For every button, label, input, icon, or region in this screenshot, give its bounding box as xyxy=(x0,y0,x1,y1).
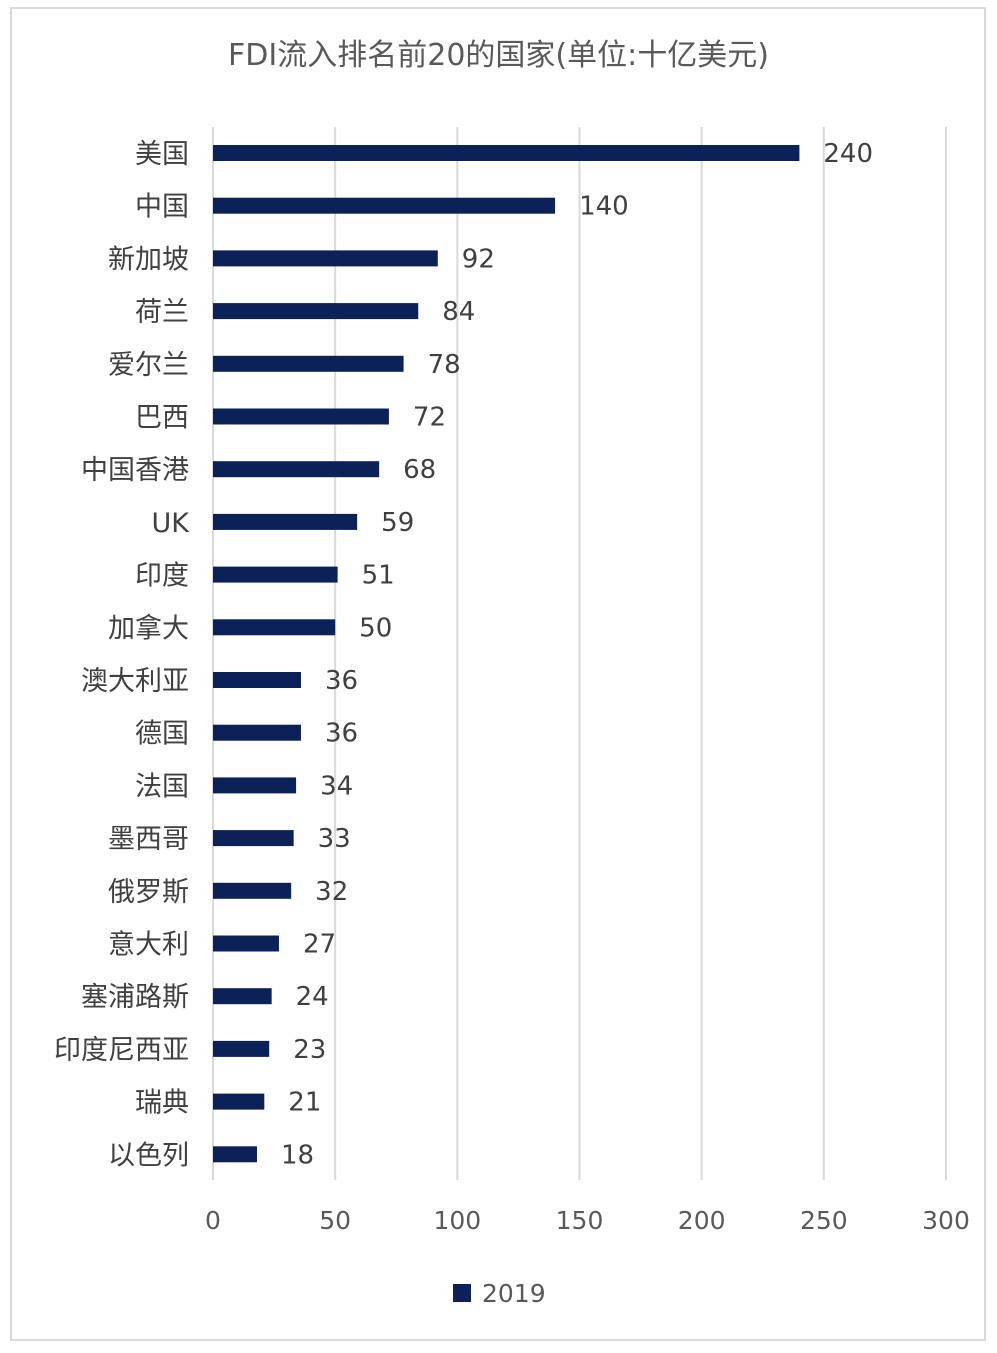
category-label: 加拿大 xyxy=(108,613,189,644)
bar xyxy=(213,145,800,161)
data-label: 140 xyxy=(579,192,629,222)
chart-title: FDI流入排名前20的国家(单位:十亿美元) xyxy=(228,38,769,73)
category-label: 法国 xyxy=(135,771,189,802)
bar xyxy=(213,830,294,847)
bar xyxy=(213,303,419,320)
x-tick-label: 200 xyxy=(678,1206,726,1235)
bar xyxy=(213,777,297,794)
bar xyxy=(213,619,336,636)
category-label: UK xyxy=(152,508,191,539)
category-label: 瑞典 xyxy=(135,1088,189,1119)
data-label: 240 xyxy=(823,139,873,169)
bar xyxy=(213,882,292,899)
bar xyxy=(213,197,556,214)
data-label: 24 xyxy=(296,982,329,1012)
category-label: 印度尼西亚 xyxy=(54,1035,189,1066)
bar xyxy=(213,1040,270,1057)
data-label: 36 xyxy=(325,666,358,696)
bar xyxy=(213,408,389,425)
category-label: 塞浦路斯 xyxy=(81,982,189,1013)
data-label: 34 xyxy=(320,771,353,801)
category-label: 中国香港 xyxy=(81,455,189,486)
data-label: 72 xyxy=(413,403,446,433)
x-tick-label: 150 xyxy=(556,1206,604,1235)
category-label: 爱尔兰 xyxy=(108,350,189,381)
bar xyxy=(213,672,301,688)
data-label: 50 xyxy=(359,613,392,643)
category-label: 意大利 xyxy=(108,930,189,961)
bar xyxy=(213,461,380,478)
data-label: 92 xyxy=(462,244,495,274)
bar xyxy=(213,724,301,741)
category-label: 印度 xyxy=(135,561,189,592)
bar xyxy=(213,250,438,267)
category-label: 荷兰 xyxy=(135,297,189,328)
bar xyxy=(213,1146,257,1163)
x-tick-label: 0 xyxy=(205,1206,221,1235)
bar xyxy=(213,988,272,1005)
x-tick-label: 100 xyxy=(433,1206,481,1235)
data-label: 78 xyxy=(428,350,461,380)
data-label: 36 xyxy=(325,719,358,749)
data-label: 68 xyxy=(403,455,436,485)
category-label: 德国 xyxy=(135,719,189,750)
data-label: 23 xyxy=(293,1035,326,1065)
legend-label: 2019 xyxy=(482,1279,546,1308)
data-label: 18 xyxy=(281,1140,314,1170)
x-tick-label: 50 xyxy=(319,1206,351,1235)
bar xyxy=(213,513,358,530)
bar xyxy=(213,935,279,952)
category-label: 以色列 xyxy=(108,1140,189,1171)
data-label: 21 xyxy=(288,1088,321,1118)
x-tick-label: 250 xyxy=(800,1206,848,1235)
category-label: 澳大利亚 xyxy=(81,666,189,697)
data-label: 51 xyxy=(362,561,395,591)
data-label: 32 xyxy=(315,877,348,907)
data-label: 59 xyxy=(381,508,414,538)
category-label: 俄罗斯 xyxy=(108,877,189,908)
category-label: 中国 xyxy=(135,192,189,223)
category-label: 墨西哥 xyxy=(108,824,189,855)
legend-swatch xyxy=(453,1284,471,1302)
bar xyxy=(213,566,338,583)
data-label: 27 xyxy=(303,930,336,960)
bar xyxy=(213,1093,265,1110)
data-label: 84 xyxy=(442,297,475,327)
x-tick-label: 300 xyxy=(922,1206,970,1235)
bar xyxy=(213,355,404,372)
category-label: 美国 xyxy=(135,139,189,170)
data-label: 33 xyxy=(318,824,351,854)
category-label: 巴西 xyxy=(135,403,189,434)
category-label: 新加坡 xyxy=(108,244,189,275)
